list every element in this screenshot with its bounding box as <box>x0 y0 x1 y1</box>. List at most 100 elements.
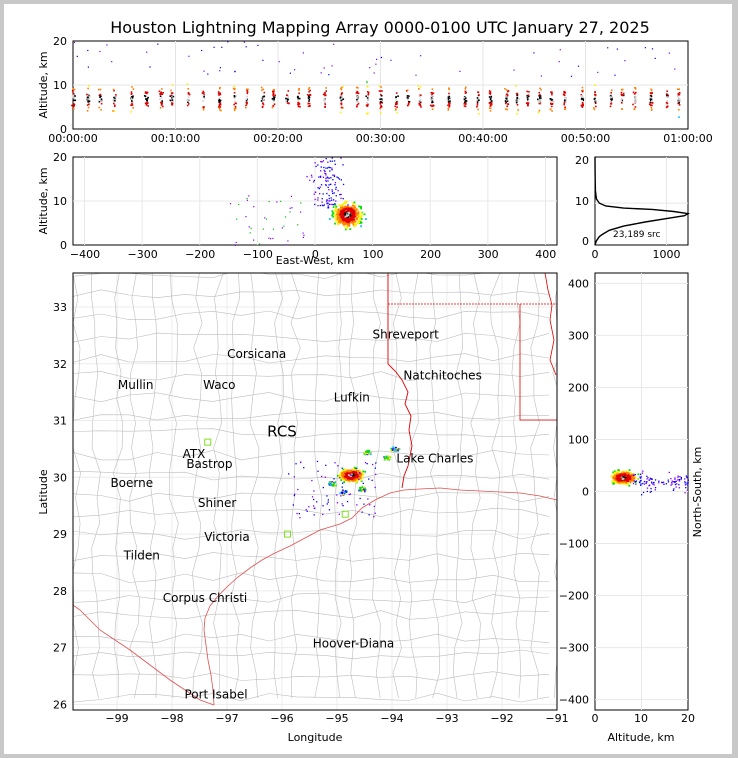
lightning-source-point <box>330 177 332 179</box>
lightning-source-point <box>676 483 678 485</box>
lightning-source-point <box>488 92 491 94</box>
lightning-source-point <box>348 493 350 496</box>
lightning-source-point <box>322 160 325 162</box>
lightning-source-point <box>302 232 304 234</box>
lightning-source-point <box>243 41 245 43</box>
lightning-source-point <box>340 179 342 181</box>
lightning-source-point <box>540 88 542 91</box>
lightning-source-point <box>363 503 365 505</box>
lightning-source-point <box>335 188 337 190</box>
lightning-source-point <box>407 102 410 105</box>
lightning-source-point <box>491 100 493 102</box>
lightning-source-point <box>357 212 360 215</box>
lightning-source-point <box>86 94 89 97</box>
lightning-source-point <box>73 103 76 106</box>
lightning-source-point <box>476 104 479 106</box>
lightning-source-point <box>356 478 359 481</box>
lightning-source-point <box>476 106 478 108</box>
lightning-source-point <box>663 481 665 483</box>
lightning-source-point <box>563 92 566 94</box>
lightning-source-point <box>343 223 345 226</box>
lightning-source-point <box>202 107 205 110</box>
lightning-source-point <box>393 449 395 451</box>
lightning-source-point <box>317 197 319 199</box>
lightning-source-point <box>235 241 237 244</box>
lightning-source-point <box>302 52 304 54</box>
lightning-source-point <box>342 164 344 166</box>
lightning-source-point <box>317 470 319 472</box>
lightning-source-point <box>188 93 191 96</box>
lightning-source-point <box>358 489 361 492</box>
lightning-source-point <box>74 99 77 102</box>
lightning-source-point <box>349 214 352 217</box>
county-line <box>73 353 550 364</box>
lightning-source-point <box>298 513 300 515</box>
lightning-source-point <box>539 96 541 99</box>
lightning-source-point <box>337 465 339 467</box>
lightning-source-point <box>317 187 319 189</box>
lightning-source-point <box>307 97 310 99</box>
lightning-source-point <box>307 102 310 105</box>
lightning-source-point <box>651 99 653 102</box>
time-tick: 00:00:00 <box>48 132 97 145</box>
lightning-source-point <box>527 102 530 104</box>
lightning-source-point <box>360 474 362 477</box>
lightning-source-point <box>448 97 451 100</box>
lightning-source-point <box>645 482 647 485</box>
north-south-xtick: 0 <box>592 712 599 725</box>
lightning-source-point <box>339 213 341 216</box>
lightning-source-point <box>339 472 342 474</box>
lightning-source-point <box>99 94 101 97</box>
lightning-source-point <box>357 87 359 89</box>
lightning-source-point <box>632 480 635 482</box>
lightning-source-point <box>675 486 677 488</box>
altitude-time-panel: Altitude, km 0 10 20 00:00:00 00:10:00 0… <box>37 35 713 145</box>
lightning-source-point <box>319 186 321 188</box>
lightning-source-point <box>515 99 518 101</box>
lightning-source-point <box>448 87 450 89</box>
lightning-source-point <box>159 107 162 109</box>
lightning-source-point <box>342 482 344 484</box>
lightning-source-point <box>516 94 518 97</box>
east-west-xtick: 200 <box>420 248 441 261</box>
lightning-source-point <box>322 205 324 207</box>
lightning-source-point <box>677 93 680 95</box>
lightning-source-point <box>219 67 221 69</box>
lightning-source-point <box>146 99 148 102</box>
lightning-source-point <box>642 491 645 494</box>
lightning-source-point <box>648 103 651 106</box>
lightning-source-point <box>360 218 363 220</box>
lightning-source-point <box>632 91 635 94</box>
city-label: Bastrop <box>186 457 232 471</box>
lightning-source-point <box>634 88 637 90</box>
lightning-source-point <box>170 89 172 92</box>
lightning-source-point <box>329 160 331 162</box>
lightning-source-point <box>594 93 596 96</box>
lightning-source-point <box>645 481 647 483</box>
lightning-source-point <box>478 94 480 96</box>
lightning-source-point <box>328 218 331 220</box>
lightning-source-point <box>420 106 422 108</box>
lightning-source-point <box>287 102 290 104</box>
lightning-source-point <box>464 99 467 102</box>
lightning-source-point <box>310 174 313 176</box>
lightning-source-point <box>247 88 249 91</box>
lightning-source-point <box>674 68 676 70</box>
lightning-source-point <box>264 217 266 219</box>
lightning-source-point <box>328 481 330 483</box>
lightning-source-point <box>87 98 89 100</box>
lightning-source-point <box>634 473 636 476</box>
lightning-source-point <box>380 93 382 96</box>
lightning-source-point <box>643 483 646 485</box>
lightning-source-point <box>73 96 76 99</box>
county-line <box>73 449 550 461</box>
lightning-source-point <box>302 236 304 238</box>
lightning-source-point <box>367 99 369 101</box>
lightning-source-point <box>624 476 627 479</box>
lightning-source-point <box>354 215 357 217</box>
lightning-source-point <box>665 483 667 485</box>
lightning-source-point <box>308 98 311 101</box>
lightning-source-point <box>325 184 327 187</box>
lightning-source-point <box>687 482 689 484</box>
